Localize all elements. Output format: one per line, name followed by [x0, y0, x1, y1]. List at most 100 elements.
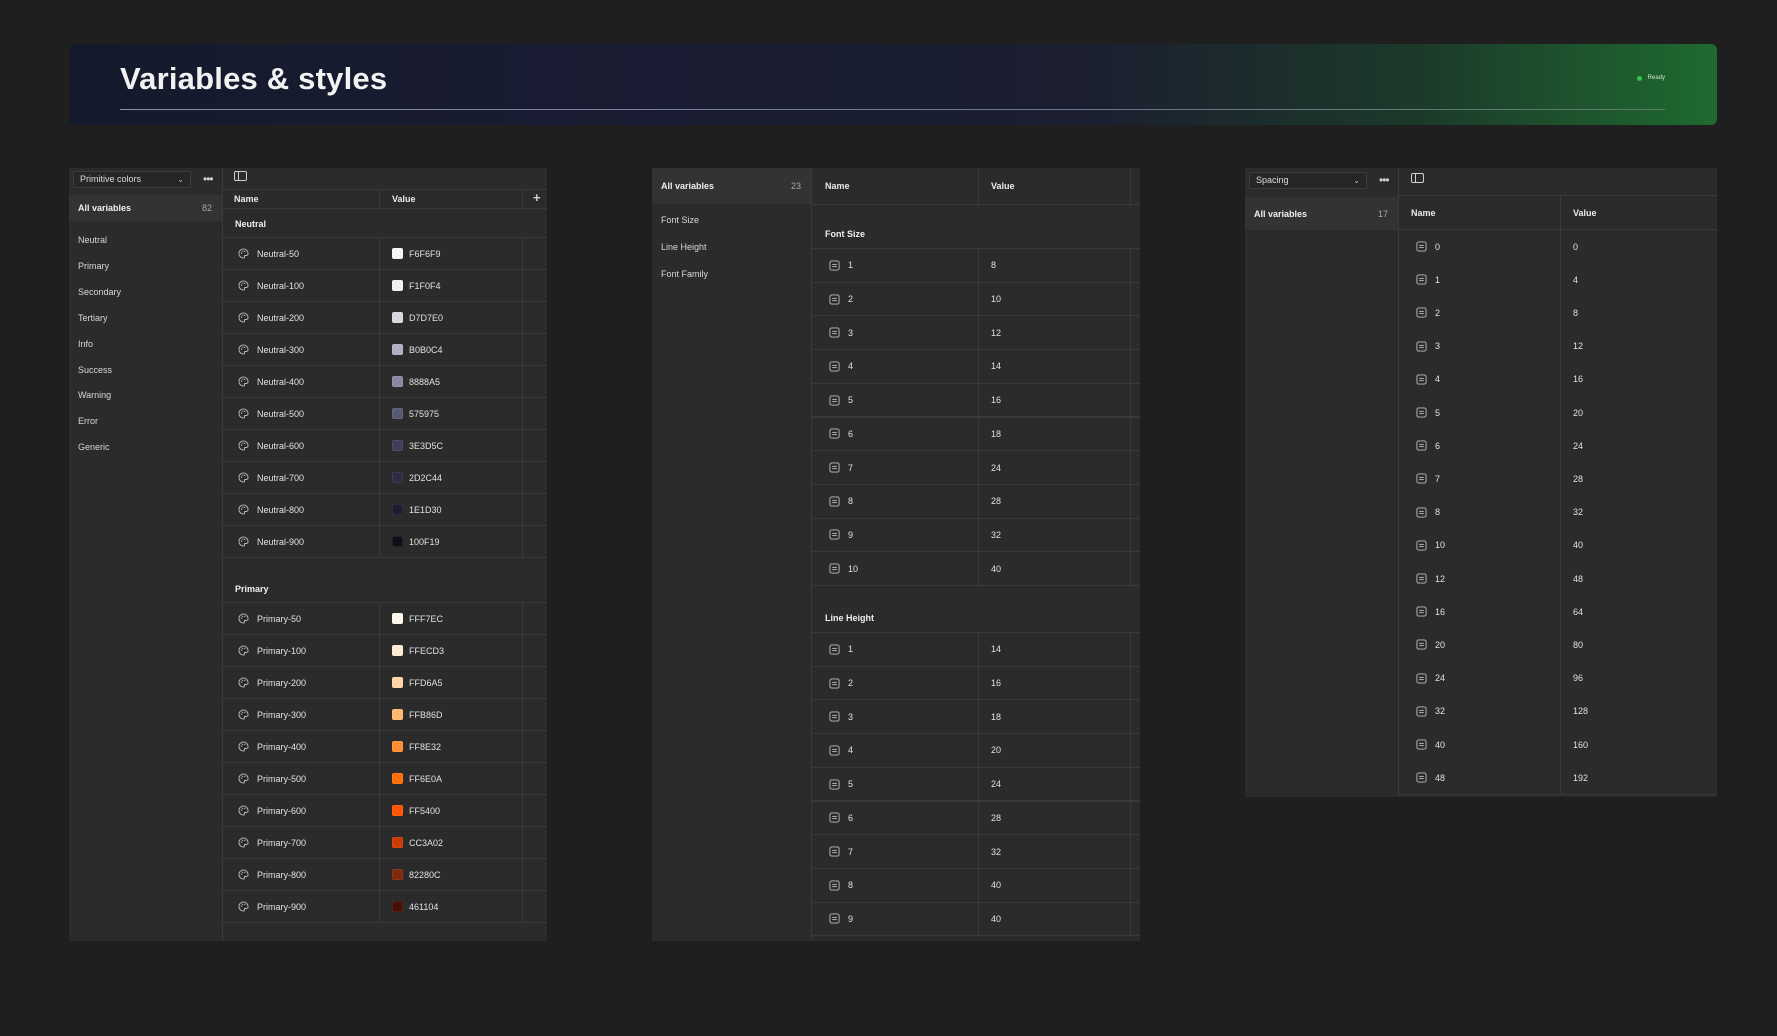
sidebar-group-item[interactable]: Error — [78, 416, 98, 427]
table-row[interactable]: Neutral-400 8888A5 — [223, 365, 547, 398]
variable-name-cell[interactable]: Neutral-200 — [238, 302, 304, 333]
variable-name-cell[interactable]: 9 — [829, 519, 853, 552]
variable-name-cell[interactable]: 3 — [829, 316, 853, 349]
table-row[interactable]: 9 40 — [812, 901, 1140, 937]
table-row[interactable]: Primary-400 FF8E32 — [223, 730, 547, 763]
variable-name-cell[interactable]: Primary-50 — [238, 603, 301, 634]
table-row[interactable]: Neutral-100 F1F0F4 — [223, 269, 547, 302]
all-variables-item[interactable]: All variables 17 — [1245, 197, 1398, 230]
variable-name-cell[interactable]: Neutral-600 — [238, 430, 304, 461]
variable-value-cell[interactable]: 48 — [1573, 562, 1583, 595]
table-row[interactable]: 5 24 — [812, 766, 1140, 802]
variable-value-cell[interactable]: 8 — [991, 249, 996, 282]
variable-value-cell[interactable]: 575975 — [392, 398, 439, 429]
sidebar-group-item[interactable]: Success — [78, 364, 113, 375]
variable-name-cell[interactable]: 20 — [1416, 628, 1445, 661]
all-variables-item[interactable]: All variables 82 — [69, 195, 222, 221]
table-row[interactable]: 8 32 — [1399, 495, 1717, 530]
variable-name-cell[interactable]: 9 — [829, 903, 853, 936]
variable-value-cell[interactable]: B0B0C4 — [392, 334, 443, 365]
more-options-icon[interactable]: ••• — [1379, 173, 1390, 187]
variable-name-cell[interactable]: 5 — [829, 384, 853, 417]
variable-name-cell[interactable]: Primary-900 — [238, 891, 306, 922]
column-header-value[interactable]: Value — [392, 194, 416, 204]
variable-name-cell[interactable]: 10 — [829, 552, 858, 585]
table-row[interactable]: Primary-700 CC3A02 — [223, 826, 547, 859]
variable-value-cell[interactable]: 461104 — [392, 891, 438, 922]
variable-name-cell[interactable]: 4 — [829, 350, 853, 383]
variable-value-cell[interactable]: FF5400 — [392, 795, 440, 826]
add-column-icon[interactable]: + — [533, 190, 541, 205]
variable-value-cell[interactable]: 192 — [1573, 761, 1588, 794]
variable-name-cell[interactable]: 3 — [1416, 330, 1440, 363]
variable-value-cell[interactable]: F1F0F4 — [392, 270, 441, 301]
table-row[interactable]: 9 32 — [812, 517, 1140, 553]
table-row[interactable]: 10 40 — [812, 551, 1140, 586]
sidebar-group-item[interactable]: Tertiary — [78, 312, 108, 323]
variable-value-cell[interactable]: 2D2C44 — [392, 462, 442, 493]
variable-name-cell[interactable]: Neutral-900 — [238, 526, 304, 557]
variable-value-cell[interactable]: 20 — [1573, 396, 1583, 429]
column-header-name[interactable]: Name — [234, 194, 259, 204]
variable-value-cell[interactable]: 0 — [1573, 230, 1578, 263]
table-row[interactable]: 6 24 — [1399, 429, 1717, 464]
variable-value-cell[interactable]: 24 — [991, 768, 1001, 801]
table-row[interactable]: Primary-100 FFECD3 — [223, 634, 547, 667]
variable-value-cell[interactable]: FFD6A5 — [392, 667, 443, 698]
variable-name-cell[interactable]: 7 — [1416, 462, 1440, 495]
table-row[interactable]: 4 20 — [812, 733, 1140, 768]
table-row[interactable]: 7 28 — [1399, 462, 1717, 497]
column-header-value[interactable]: Value — [991, 181, 1015, 191]
variable-name-cell[interactable]: Primary-400 — [238, 731, 306, 762]
variable-name-cell[interactable]: Primary-200 — [238, 667, 306, 698]
variable-value-cell[interactable]: 96 — [1573, 662, 1583, 695]
variable-value-cell[interactable]: 24 — [991, 451, 1001, 484]
table-row[interactable]: Primary-500 FF6E0A — [223, 762, 547, 795]
column-header-name[interactable]: Name — [1411, 207, 1436, 218]
column-header-name[interactable]: Name — [825, 181, 850, 191]
variable-value-cell[interactable]: 16 — [991, 384, 1001, 417]
table-row[interactable]: Neutral-700 2D2C44 — [223, 461, 547, 494]
variable-value-cell[interactable]: D7D7E0 — [392, 302, 443, 333]
variable-value-cell[interactable]: 40 — [991, 552, 1001, 585]
variable-value-cell[interactable]: 28 — [1573, 462, 1583, 495]
variable-value-cell[interactable]: 1E1D30 — [392, 494, 442, 525]
table-row[interactable]: 10 40 — [1399, 528, 1717, 563]
variable-name-cell[interactable]: 5 — [829, 768, 853, 801]
sidebar-group-item[interactable]: Neutral — [78, 235, 108, 245]
variable-value-cell[interactable]: 80 — [1573, 628, 1583, 661]
variable-value-cell[interactable]: FFF7EC — [392, 603, 443, 634]
variable-name-cell[interactable]: 2 — [829, 667, 853, 700]
variable-name-cell[interactable]: Neutral-500 — [238, 398, 304, 429]
variable-value-cell[interactable]: 32 — [991, 835, 1001, 868]
table-row[interactable]: Neutral-50 F6F6F9 — [223, 237, 547, 270]
variable-value-cell[interactable]: 20 — [991, 734, 1001, 767]
table-row[interactable]: Primary-800 82280C — [223, 858, 547, 891]
table-row[interactable]: Primary-50 FFF7EC — [223, 602, 547, 635]
table-row[interactable]: 4 14 — [812, 349, 1140, 384]
variable-value-cell[interactable]: 128 — [1573, 695, 1588, 728]
variable-value-cell[interactable]: 24 — [1573, 429, 1583, 462]
table-row[interactable]: 40 160 — [1399, 728, 1717, 763]
variable-name-cell[interactable]: 8 — [1416, 496, 1440, 529]
variable-value-cell[interactable]: FF8E32 — [392, 731, 441, 762]
table-row[interactable]: 5 16 — [812, 382, 1140, 418]
variable-name-cell[interactable]: Neutral-400 — [238, 366, 304, 397]
variable-name-cell[interactable]: 8 — [829, 485, 853, 518]
variable-value-cell[interactable]: F6F6F9 — [392, 238, 441, 269]
variable-name-cell[interactable]: 48 — [1416, 761, 1445, 794]
variable-name-cell[interactable]: 40 — [1416, 728, 1445, 761]
table-row[interactable]: 24 96 — [1399, 661, 1717, 696]
variable-value-cell[interactable]: 12 — [991, 316, 1001, 349]
variable-name-cell[interactable]: Primary-700 — [238, 827, 306, 858]
sidebar-group-item[interactable]: Font Size — [661, 215, 700, 225]
table-row[interactable]: Primary-300 FFB86D — [223, 698, 547, 731]
variable-value-cell[interactable]: 32 — [1573, 496, 1583, 529]
variable-name-cell[interactable]: 7 — [829, 451, 853, 484]
table-row[interactable]: 16 64 — [1399, 595, 1717, 630]
variable-name-cell[interactable]: Primary-800 — [238, 859, 306, 890]
table-row[interactable]: 48 192 — [1399, 761, 1717, 796]
variable-name-cell[interactable]: Neutral-100 — [238, 270, 304, 301]
variable-value-cell[interactable]: 8 — [1573, 296, 1578, 329]
